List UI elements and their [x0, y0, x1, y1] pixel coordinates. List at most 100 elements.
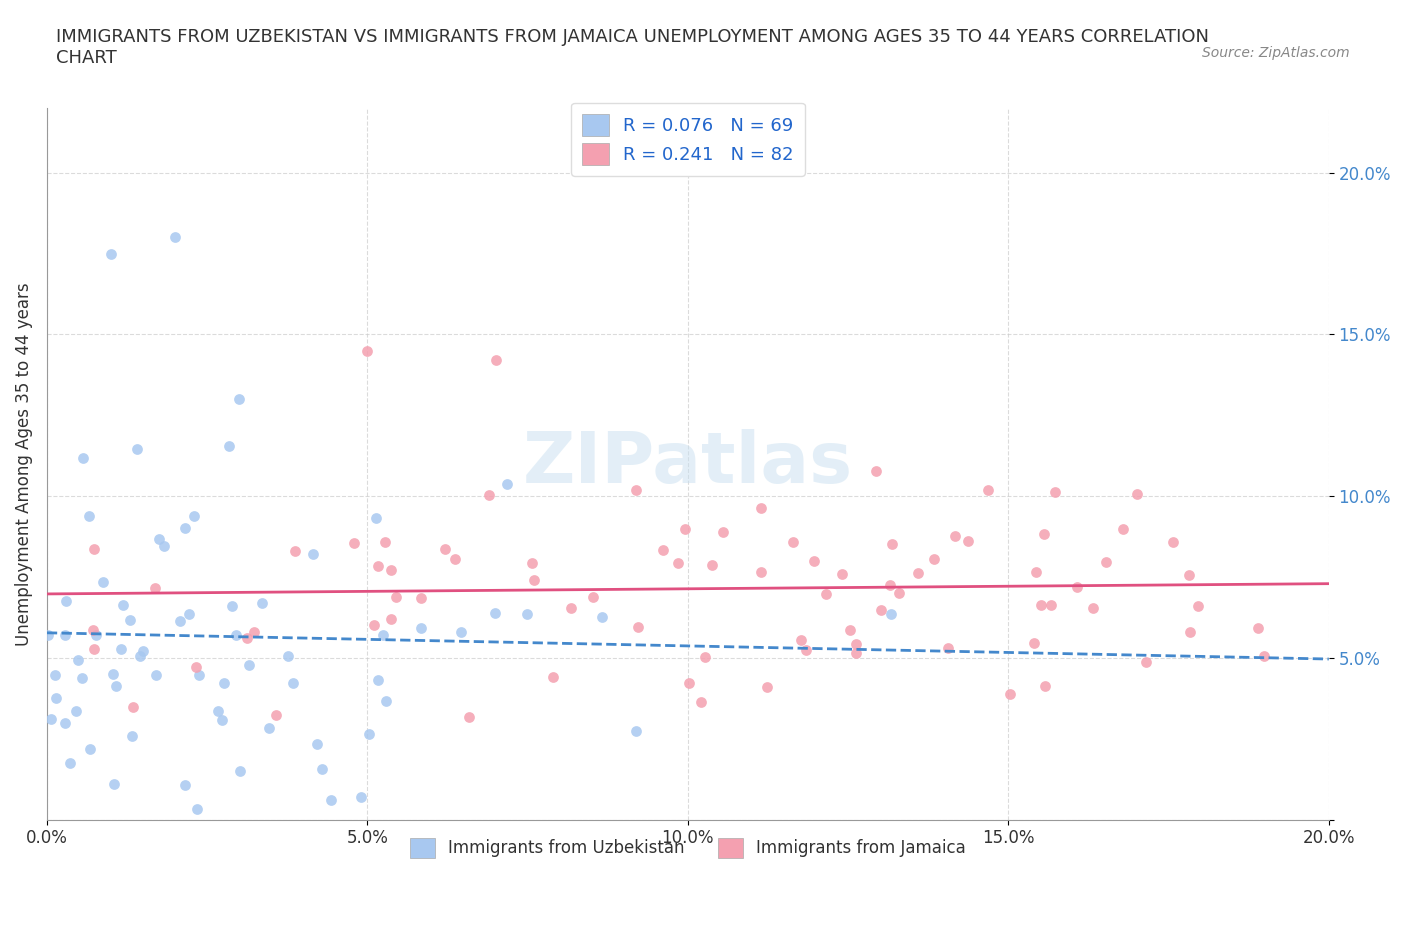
Point [591, 610, 613, 625]
Point [129, 648, 152, 663]
Point [284, 544, 307, 559]
Point [755, 679, 778, 694]
Point [845, 646, 868, 661]
Point [132, 644, 155, 658]
Point [84, 628, 107, 643]
Point [153, 538, 176, 553]
Point [165, 230, 187, 245]
Point [229, 764, 252, 778]
Point [120, 613, 142, 628]
Point [103, 667, 125, 682]
Point [678, 675, 700, 690]
Point [53, 716, 76, 731]
Point [380, 611, 402, 626]
Point [690, 695, 713, 710]
Point [143, 580, 166, 595]
Point [82, 623, 104, 638]
Point [1043, 485, 1066, 499]
Point [186, 659, 208, 674]
Point [880, 606, 903, 621]
Point [887, 586, 910, 601]
Point [652, 542, 675, 557]
Point [1081, 601, 1104, 616]
Point [148, 532, 170, 547]
Point [225, 628, 247, 643]
Point [484, 352, 506, 367]
Point [79, 741, 101, 756]
Point [1178, 567, 1201, 582]
Point [1253, 648, 1275, 663]
Text: IMMIGRANTS FROM UZBEKISTAN VS IMMIGRANTS FROM JAMAICA UNEMPLOYMENT AMONG AGES 35: IMMIGRANTS FROM UZBEKISTAN VS IMMIGRANTS… [56, 28, 1209, 67]
Point [1135, 655, 1157, 670]
Point [110, 642, 132, 657]
Point [1066, 579, 1088, 594]
Point [478, 488, 501, 503]
Point [364, 511, 387, 525]
Point [375, 694, 398, 709]
Point [1094, 555, 1116, 570]
Point [373, 628, 395, 643]
Point [72, 451, 94, 466]
Point [1126, 486, 1149, 501]
Point [257, 721, 280, 736]
Point [541, 670, 564, 684]
Point [83, 542, 105, 557]
Text: Source: ZipAtlas.com: Source: ZipAtlas.com [1202, 46, 1350, 60]
Point [516, 606, 538, 621]
Point [380, 563, 402, 578]
Point [790, 632, 813, 647]
Point [700, 558, 723, 573]
Point [803, 553, 825, 568]
Point [125, 442, 148, 457]
Point [264, 708, 287, 723]
Point [53, 627, 76, 642]
Legend: Immigrants from Uzbekistan, Immigrants from Jamaica: Immigrants from Uzbekistan, Immigrants f… [399, 828, 976, 868]
Point [870, 603, 893, 618]
Point [145, 668, 167, 683]
Point [188, 668, 211, 683]
Point [281, 676, 304, 691]
Point [1033, 678, 1056, 693]
Point [45, 691, 67, 706]
Point [749, 565, 772, 579]
Point [111, 597, 134, 612]
Point [44, 667, 66, 682]
Point [211, 713, 233, 728]
Point [367, 559, 389, 574]
Point [183, 509, 205, 524]
Point [782, 535, 804, 550]
Point [957, 533, 980, 548]
Point [252, 595, 274, 610]
Point [236, 631, 259, 645]
Point [831, 567, 853, 582]
Point [922, 551, 945, 566]
Point [751, 500, 773, 515]
Point [307, 737, 329, 751]
Point [457, 710, 479, 724]
Point [626, 724, 648, 738]
Point [695, 650, 717, 665]
Point [357, 726, 380, 741]
Point [560, 601, 582, 616]
Point [977, 483, 1000, 498]
Point [1247, 620, 1270, 635]
Point [1187, 598, 1209, 613]
Text: ZIPatlas: ZIPatlas [523, 430, 853, 498]
Point [363, 618, 385, 633]
Point [409, 620, 432, 635]
Point [67, 653, 90, 668]
Point [385, 590, 408, 604]
Point [350, 790, 373, 804]
Point [374, 535, 396, 550]
Point [1025, 565, 1047, 579]
Point [624, 483, 647, 498]
Point [311, 762, 333, 777]
Point [673, 522, 696, 537]
Point [177, 606, 200, 621]
Point [342, 536, 364, 551]
Point [936, 641, 959, 656]
Point [228, 392, 250, 406]
Point [70, 671, 93, 685]
Point [523, 573, 546, 588]
Point [277, 649, 299, 664]
